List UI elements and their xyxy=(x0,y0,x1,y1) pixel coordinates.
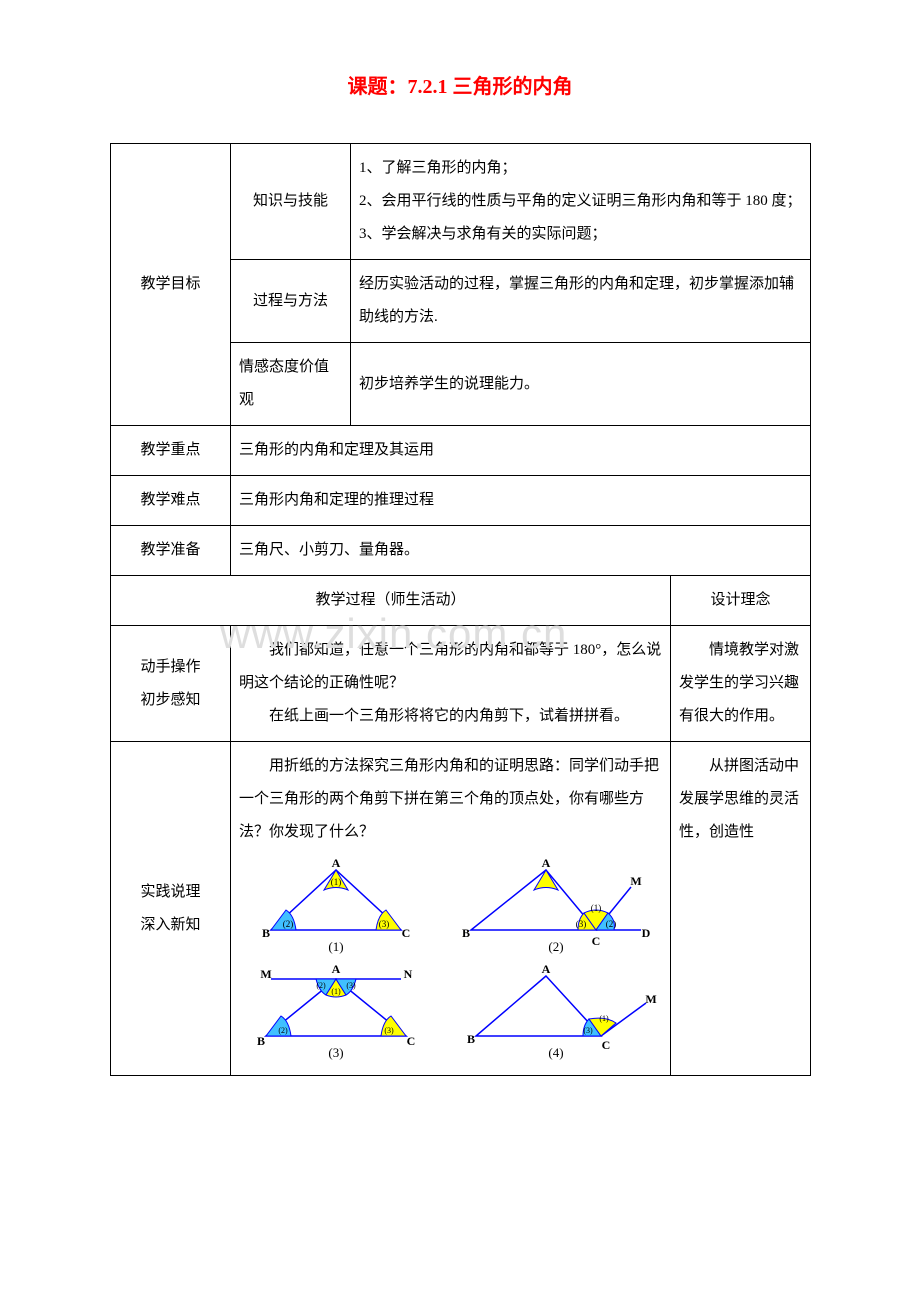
lesson-plan-table: 教学目标 知识与技能 1、了解三角形的内角； 2、会用平行线的性质与平角的定义证… xyxy=(110,143,811,1076)
practice-design: 从拼图活动中发展学思维的灵活性，创造性 xyxy=(671,742,811,1076)
svg-text:(1): (1) xyxy=(330,877,341,887)
svg-text:B: B xyxy=(261,926,269,940)
table-row: 教学难点 三角形内角和定理的推理过程 xyxy=(111,476,811,526)
svg-text:(1): (1) xyxy=(328,939,343,954)
svg-text:B: B xyxy=(466,1032,474,1046)
prepare-text: 三角尺、小剪刀、量角器。 xyxy=(231,526,811,576)
practice-text: 用折纸的方法探究三角形内角和的证明思路：同学们动手把一个三角形的两个角剪下拼在第… xyxy=(239,750,662,849)
triangle-fig-2-icon: A B C D M (1) (2) (3) (2) xyxy=(456,855,656,955)
svg-text:(3): (3) xyxy=(575,919,586,929)
svg-text:(3): (3) xyxy=(328,1045,343,1060)
svg-text:D: D xyxy=(641,926,650,940)
svg-text:A: A xyxy=(331,856,340,870)
table-row: 教学重点 三角形的内角和定理及其运用 xyxy=(111,426,811,476)
svg-text:(1): (1) xyxy=(599,1014,609,1023)
svg-text:(3): (3) xyxy=(378,919,389,929)
knowledge-label: 知识与技能 xyxy=(231,144,351,260)
hands-label: 动手操作 初步感知 xyxy=(111,626,231,742)
svg-text:B: B xyxy=(461,926,469,940)
keypoint-label: 教学重点 xyxy=(111,426,231,476)
table-row: 教学过程（师生活动） 设计理念 xyxy=(111,576,811,626)
procedure-label: 教学过程（师生活动） xyxy=(111,576,671,626)
svg-text:(4): (4) xyxy=(548,1045,563,1060)
svg-text:A: A xyxy=(331,962,340,976)
svg-text:(3): (3) xyxy=(384,1026,394,1035)
svg-text:(2): (2) xyxy=(282,919,293,929)
table-row: 动手操作 初步感知 我们都知道，任意一个三角形的内角和都等于 180°，怎么说明… xyxy=(111,626,811,742)
svg-text:C: C xyxy=(401,926,410,940)
design-label: 设计理念 xyxy=(671,576,811,626)
triangle-fig-4-icon: A B C M (1) (3) (4) xyxy=(461,961,661,1061)
svg-text:C: C xyxy=(406,1034,415,1048)
knowledge-text: 1、了解三角形的内角； 2、会用平行线的性质与平角的定义证明三角形内角和等于 1… xyxy=(351,144,811,260)
keypoint-text: 三角形的内角和定理及其运用 xyxy=(231,426,811,476)
svg-text:M: M xyxy=(645,992,656,1006)
hands-text: 我们都知道，任意一个三角形的内角和都等于 180°，怎么说明这个结论的正确性呢？… xyxy=(231,626,671,742)
table-row: 教学准备 三角尺、小剪刀、量角器。 xyxy=(111,526,811,576)
svg-text:N: N xyxy=(403,967,412,981)
svg-text:A: A xyxy=(541,856,550,870)
triangle-fig-3-icon: A B C M N (2) (1) (3) (2) (3) (3) xyxy=(241,961,431,1061)
process-label: 过程与方法 xyxy=(231,260,351,343)
process-text: 经历实验活动的过程，掌握三角形的内角和定理，初步掌握添加辅助线的方法. xyxy=(351,260,811,343)
svg-text:(2): (2) xyxy=(548,939,563,954)
practice-text-cell: 用折纸的方法探究三角形内角和的证明思路：同学们动手把一个三角形的两个角剪下拼在第… xyxy=(231,742,671,1076)
svg-text:B: B xyxy=(256,1034,264,1048)
attitude-text: 初步培养学生的说理能力。 xyxy=(351,343,811,426)
difficult-text: 三角形内角和定理的推理过程 xyxy=(231,476,811,526)
svg-text:C: C xyxy=(591,934,600,948)
triangle-figures: A B C (1) (2) (3) (1) xyxy=(239,855,662,1061)
svg-text:M: M xyxy=(260,967,271,981)
svg-text:(3): (3) xyxy=(346,981,356,990)
attitude-label: 情感态度价值观 xyxy=(231,343,351,426)
practice-label: 实践说理 深入新知 xyxy=(111,742,231,1076)
svg-text:(2): (2) xyxy=(278,1026,288,1035)
difficult-label: 教学难点 xyxy=(111,476,231,526)
prepare-label: 教学准备 xyxy=(111,526,231,576)
svg-text:(3): (3) xyxy=(583,1026,593,1035)
svg-text:(1): (1) xyxy=(590,903,601,913)
svg-text:M: M xyxy=(630,874,641,888)
svg-text:(1): (1) xyxy=(331,987,341,996)
page-title: 课题：7.2.1 三角形的内角 xyxy=(110,70,810,99)
table-row: 教学目标 知识与技能 1、了解三角形的内角； 2、会用平行线的性质与平角的定义证… xyxy=(111,144,811,260)
svg-text:(2): (2) xyxy=(605,919,616,929)
svg-text:(2): (2) xyxy=(316,981,326,990)
goal-label: 教学目标 xyxy=(111,144,231,426)
svg-text:C: C xyxy=(601,1038,610,1052)
table-row: 实践说理 深入新知 用折纸的方法探究三角形内角和的证明思路：同学们动手把一个三角… xyxy=(111,742,811,1076)
svg-text:A: A xyxy=(541,962,550,976)
hands-design: 情境教学对激发学生的学习兴趣有很大的作用。 xyxy=(671,626,811,742)
triangle-fig-1-icon: A B C (1) (2) (3) (1) xyxy=(246,855,426,955)
